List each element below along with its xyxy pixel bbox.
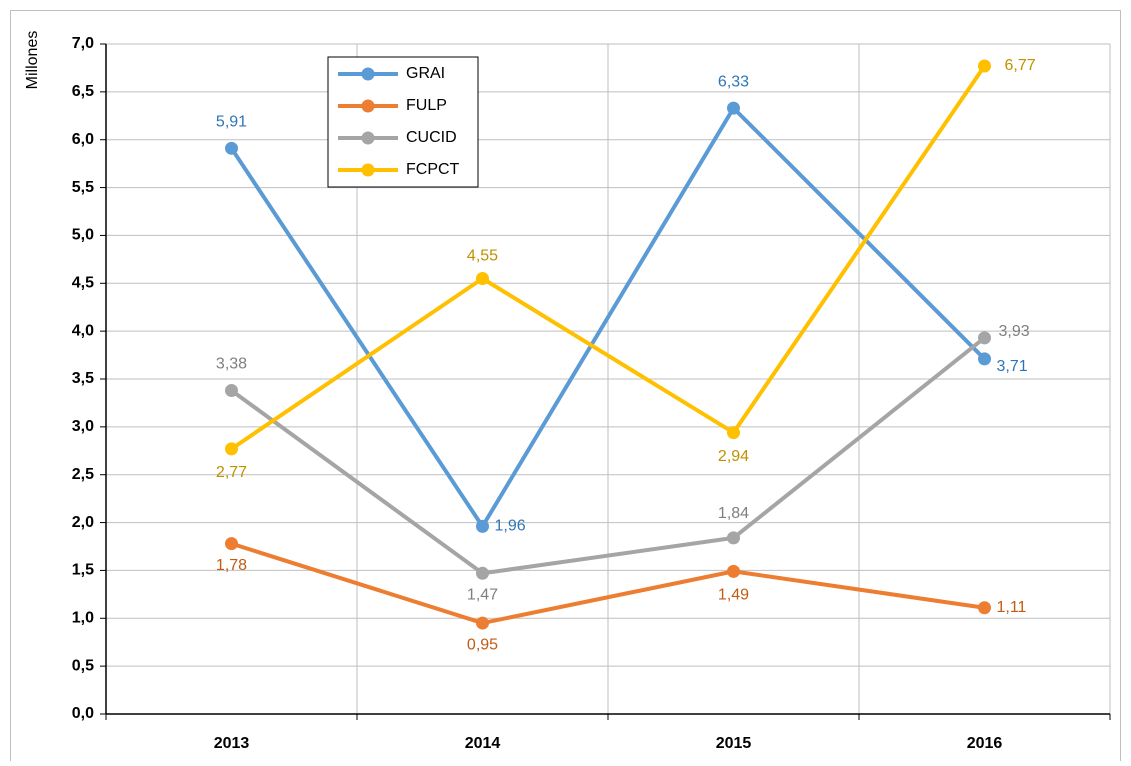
y-tick-label: 4,5 [72, 275, 94, 292]
data-point [225, 442, 238, 456]
data-label: 0,95 [467, 636, 498, 653]
y-tick-label: 4,0 [72, 322, 94, 339]
legend-marker [361, 67, 375, 81]
data-point [727, 531, 740, 545]
data-point [225, 537, 238, 551]
y-tick-label: 1,5 [72, 562, 94, 579]
legend-label: FCPCT [406, 161, 460, 178]
data-point [978, 352, 991, 366]
x-tick-label: 2013 [214, 735, 250, 752]
y-tick-label: 2,5 [72, 466, 94, 483]
y-tick-label: 0,0 [72, 705, 94, 722]
data-point [978, 601, 991, 615]
data-label: 1,11 [997, 599, 1027, 616]
data-label: 3,93 [999, 323, 1030, 340]
legend-marker [361, 163, 375, 177]
legend-label: FULP [406, 97, 447, 114]
data-point [978, 331, 991, 345]
data-label: 4,55 [467, 248, 498, 265]
data-point [476, 616, 489, 630]
y-tick-label: 0,5 [72, 657, 94, 674]
data-label: 1,49 [718, 587, 749, 604]
data-label: 1,47 [467, 587, 498, 604]
y-tick-label: 3,0 [72, 418, 94, 435]
data-label: 6,77 [1005, 57, 1036, 74]
data-point [978, 59, 991, 73]
legend-marker [361, 131, 375, 145]
series-line [230, 336, 986, 576]
data-label: 3,38 [216, 356, 247, 373]
data-label: 1,78 [216, 557, 247, 574]
chart-border [10, 10, 1121, 761]
data-label: 2,77 [216, 464, 247, 481]
y-tick-label: 5,0 [72, 227, 94, 244]
data-point [727, 564, 740, 578]
y-tick-label: 7,0 [72, 35, 94, 52]
data-label: 2,94 [718, 448, 749, 465]
x-tick-label: 2014 [465, 735, 501, 752]
y-tick-label: 1,0 [72, 610, 94, 627]
y-tick-label: 6,5 [72, 83, 94, 100]
y-tick-label: 5,5 [72, 179, 94, 196]
legend-marker [361, 99, 375, 113]
legend-box [327, 56, 479, 188]
series-line [230, 64, 987, 451]
data-label: 1,96 [495, 518, 526, 535]
x-tick-label: 2015 [716, 735, 752, 752]
series-line [229, 106, 986, 529]
data-label: 3,71 [997, 358, 1028, 375]
x-tick-label: 2016 [967, 735, 1003, 752]
y-tick-label: 2,0 [72, 514, 94, 531]
data-label: 1,84 [718, 505, 749, 522]
data-point [225, 383, 238, 397]
data-point [727, 426, 740, 440]
y-tick-label: 3,5 [72, 370, 94, 387]
legend-label: GRAI [406, 65, 445, 82]
y-tick-label: 6,0 [72, 131, 94, 148]
series-line [230, 541, 985, 626]
data-point [727, 101, 740, 115]
data-point [225, 141, 238, 155]
data-label: 6,33 [718, 73, 749, 90]
legend-label: CUCID [406, 129, 457, 146]
data-point [476, 272, 489, 285]
data-point [476, 566, 489, 580]
data-label: 5,91 [216, 114, 247, 131]
data-point [476, 519, 489, 533]
y-axis-label: Millones [24, 31, 41, 90]
